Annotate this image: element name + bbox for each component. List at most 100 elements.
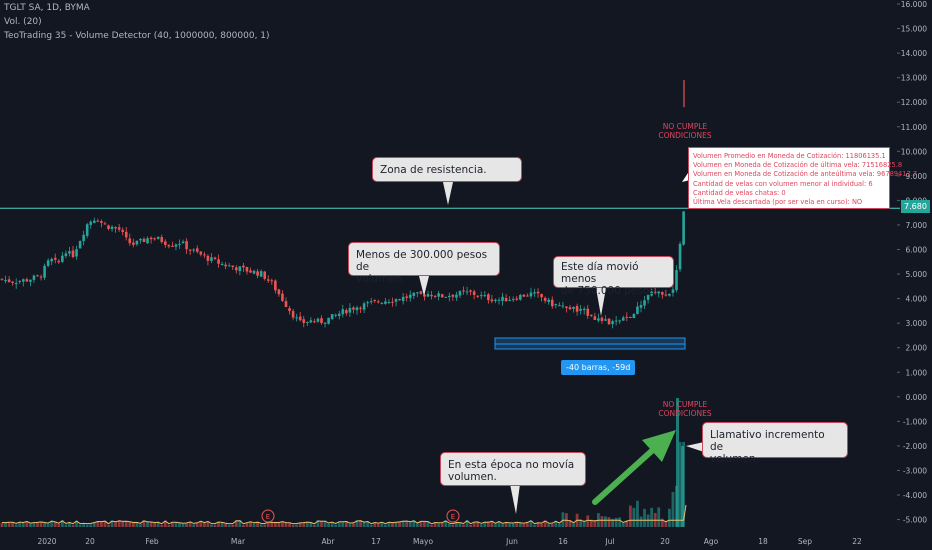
x-tick-label: Mar [231, 537, 246, 546]
candle-body [132, 242, 135, 245]
volume-bar [249, 521, 252, 527]
candle-body [316, 318, 320, 322]
candle-body [327, 317, 330, 324]
no-cumple-price-line-2: CONDICIONES [658, 131, 712, 140]
volume-bar [515, 522, 519, 527]
candle-body [274, 280, 277, 291]
volume-bar [614, 517, 618, 527]
candle-body [203, 254, 206, 256]
volume-bar [295, 524, 299, 527]
volume-bar [291, 524, 295, 527]
candle-body [164, 241, 167, 245]
volume-bar [444, 520, 448, 527]
candle-body [128, 238, 132, 244]
measure-badge[interactable]: -40 barras, -59d [561, 360, 636, 375]
candle-body [85, 224, 89, 236]
y-tick-label: -4.000 [903, 491, 927, 500]
candle-body [359, 307, 362, 309]
volume-bar [128, 521, 132, 527]
volume-bar [231, 524, 235, 527]
candle-body [636, 306, 639, 314]
volume-bar [540, 523, 543, 527]
volume-bar-spike [681, 446, 684, 527]
volume-bars [0, 398, 685, 527]
volume-bar [124, 520, 128, 527]
volume-bar [447, 523, 451, 527]
pointer-moved [596, 288, 606, 316]
candle-body [220, 264, 224, 266]
volume-bar [167, 524, 171, 527]
volume-bar [426, 521, 430, 527]
volume-bar [373, 522, 377, 527]
callout-increase[interactable]: Llamativo incremento de volumen. [702, 422, 848, 465]
volume-bar [586, 515, 590, 527]
candle-body [611, 321, 614, 324]
volume-bar [302, 522, 306, 527]
volume-bar [103, 520, 107, 527]
volume-bar [352, 523, 355, 527]
candle-body [565, 306, 568, 308]
candle-body [419, 291, 423, 294]
candle-body [78, 241, 82, 249]
callout-resistance[interactable]: Zona de resistencia. [372, 157, 522, 182]
volume-bar [678, 442, 682, 527]
candle-body [508, 299, 511, 301]
candle-body [320, 318, 323, 323]
volume-bar [36, 522, 39, 527]
candle-body [458, 291, 462, 296]
callout-low-volume-line-2: volumen. [356, 273, 405, 285]
candle-body [416, 292, 419, 294]
volume-bar [330, 522, 334, 527]
callout-moved[interactable]: Este día movió menos de 750.000 pesos. [553, 256, 674, 297]
candle-body [25, 279, 29, 282]
volume-bar [4, 522, 7, 527]
candle-body [135, 240, 139, 245]
volume-bar [11, 522, 15, 527]
candle-body [373, 299, 377, 301]
candle-body [668, 293, 671, 296]
candle-body [579, 308, 582, 311]
volume-bar [550, 524, 554, 527]
volume-bar [593, 520, 597, 527]
volume-bar [313, 524, 316, 527]
volume-bar [433, 522, 437, 527]
volume-bar [636, 500, 639, 527]
candle-body [103, 223, 107, 225]
candle-body [32, 275, 36, 280]
candle-body [657, 291, 661, 294]
volume-bar [46, 523, 50, 527]
candle-body [341, 309, 345, 315]
volume-bar [646, 514, 650, 527]
candle-body [210, 257, 213, 261]
y-tick-label: -5.000 [903, 516, 927, 525]
candle-body [156, 236, 160, 239]
volume-bar [462, 524, 465, 527]
no-cumple-price-label: NO CUMPLE CONDICIONES [650, 122, 720, 140]
candle-body [369, 301, 373, 303]
callout-low-volume[interactable]: Menos de 300.000 pesos de volumen. [348, 242, 500, 285]
y-tick-label: 4.000 [906, 295, 928, 304]
green-arrow [592, 430, 676, 505]
candle-body [380, 302, 384, 304]
candle-body [281, 293, 284, 301]
candle-body [590, 314, 593, 316]
candle-body [330, 314, 334, 320]
volume-bar [376, 523, 380, 527]
volume-bar [497, 521, 501, 527]
x-tick-label: 18 [758, 537, 768, 546]
candles [0, 210, 685, 329]
candle-body [242, 265, 245, 268]
volume-bar [554, 520, 558, 527]
candle-body [89, 221, 93, 225]
volume-bar [437, 523, 441, 527]
candle-body [558, 305, 561, 307]
candle-body [313, 321, 316, 323]
candle-body [14, 283, 18, 285]
volume-bar [533, 524, 536, 527]
candle-body [82, 234, 85, 242]
volume-bar [547, 523, 551, 527]
x-tick-label: 16 [558, 537, 568, 546]
callout-no-volume[interactable]: En esta época no movía volumen. [440, 452, 586, 486]
